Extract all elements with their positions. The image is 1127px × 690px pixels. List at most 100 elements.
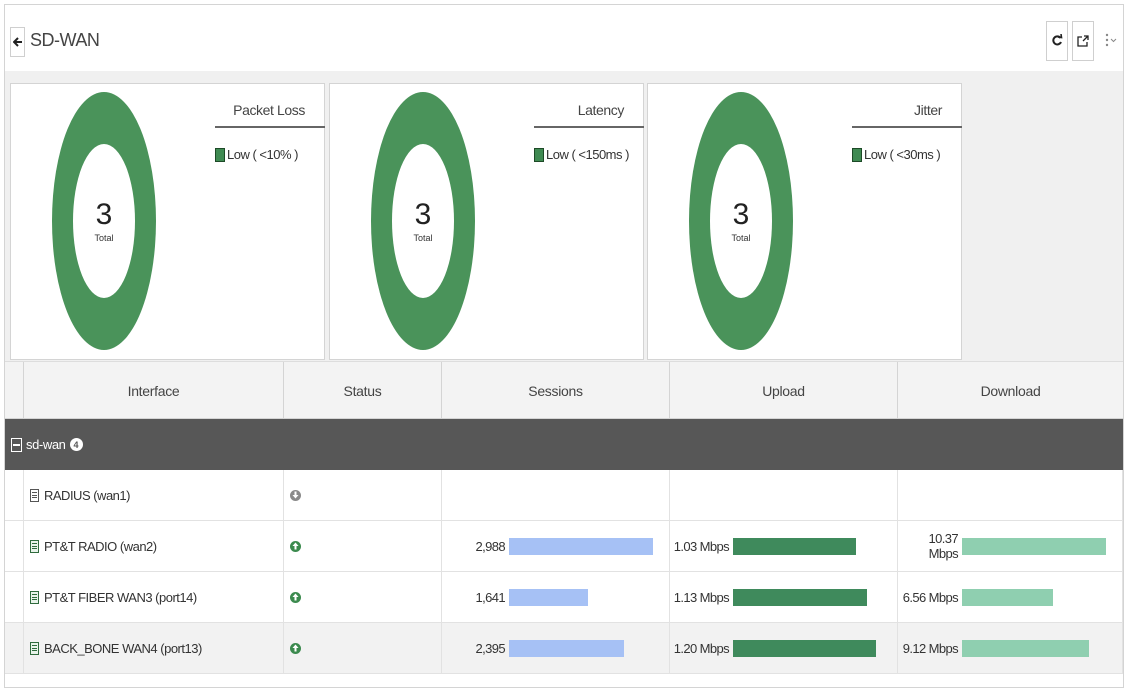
sessions-cell xyxy=(442,470,670,520)
group-count-badge: 4 xyxy=(69,438,83,451)
table-row[interactable]: PT&T RADIO (wan2) 2,988 1.03 Mbps 10.37 Mbp… xyxy=(5,521,1123,572)
interface-name[interactable]: RADIUS (wan1) xyxy=(44,487,130,503)
legend-item-low[interactable]: Low ( <10% ) xyxy=(215,147,298,162)
table-row[interactable]: BACK_BONE WAN4 (port13) 2,395 1.20 Mbps 9.1… xyxy=(5,623,1123,674)
row-select-cell xyxy=(5,623,24,673)
upload-cell: 1.03 Mbps xyxy=(670,521,898,571)
column-header-status[interactable]: Status xyxy=(284,362,442,420)
collapse-toggle[interactable] xyxy=(11,437,22,452)
interface-port-icon xyxy=(30,590,39,604)
group-label: sd-wan xyxy=(26,437,66,452)
download-value: 10.37 Mbps xyxy=(928,531,958,561)
interface-name[interactable]: BACK_BONE WAN4 (port13) xyxy=(44,640,202,656)
legend-swatch xyxy=(215,147,225,162)
status-up-icon xyxy=(290,540,301,552)
upload-value: 1.03 Mbps xyxy=(673,538,730,554)
interface-name[interactable]: PT&T FIBER WAN3 (port14) xyxy=(44,589,197,605)
total-count: 3 xyxy=(414,198,432,231)
row-select-cell xyxy=(5,572,24,622)
group-row-sd-wan[interactable]: sd-wan 4 xyxy=(5,419,1123,470)
upload-bar xyxy=(733,639,876,657)
widget-title: Latency xyxy=(534,102,644,128)
upload-cell: 1.20 Mbps xyxy=(670,623,898,673)
widget-title: Packet Loss xyxy=(215,102,325,128)
latency-widget: 3 Total Latency Low ( <150ms ) xyxy=(329,83,644,360)
download-cell: 6.56 Mbps xyxy=(898,572,1123,622)
download-value: 6.56 Mbps xyxy=(902,589,959,605)
sessions-bar xyxy=(509,639,624,657)
interface-name[interactable]: PT&T RADIO (wan2) xyxy=(44,538,157,554)
latency-donut xyxy=(371,92,475,350)
download-bar xyxy=(962,537,1106,555)
status-cell xyxy=(284,572,442,622)
sessions-cell: 2,988 xyxy=(442,521,670,571)
status-cell xyxy=(284,470,442,520)
total-count: 3 xyxy=(95,198,113,231)
download-cell: 9.12 Mbps xyxy=(898,623,1123,673)
jitter-widget: 3 Total Jitter Low ( <30ms ) xyxy=(647,83,962,360)
sessions-value: 2,988 xyxy=(475,538,505,554)
jitter-donut xyxy=(689,92,793,350)
status-down-icon xyxy=(290,489,301,501)
legend-item-low[interactable]: Low ( <150ms ) xyxy=(534,147,629,162)
interfaces-table: Interface Status Sessions Upload Downloa… xyxy=(5,361,1123,674)
packet-loss-widget: 3 Total Packet Loss Low ( <10% ) xyxy=(10,83,325,360)
column-header-upload[interactable]: Upload xyxy=(670,362,898,420)
table-row[interactable]: RADIUS (wan1) xyxy=(5,470,1123,521)
packet-loss-donut xyxy=(52,92,156,350)
sessions-cell: 1,641 xyxy=(442,572,670,622)
interface-port-icon xyxy=(30,641,39,655)
download-cell xyxy=(898,470,1123,520)
table-header: Interface Status Sessions Upload Downloa… xyxy=(5,361,1123,420)
more-options-icon xyxy=(1105,33,1117,47)
back-arrow-icon xyxy=(12,37,22,47)
legend-label: Low ( <10% ) xyxy=(227,147,298,162)
open-external-button[interactable] xyxy=(1072,21,1094,61)
legend-swatch xyxy=(534,147,544,162)
row-select-cell xyxy=(5,521,24,571)
donut-center: 3 Total xyxy=(51,90,157,352)
back-button[interactable] xyxy=(10,27,25,57)
external-link-icon xyxy=(1077,34,1089,47)
download-value: 9.12 Mbps xyxy=(902,640,959,656)
widget-title: Jitter xyxy=(852,102,962,128)
donut-center: 3 Total xyxy=(688,90,794,352)
sessions-bar xyxy=(509,537,653,555)
legend-label: Low ( <30ms ) xyxy=(864,147,941,162)
download-bar xyxy=(962,588,1053,606)
total-label: Total xyxy=(94,233,114,243)
row-select-cell xyxy=(5,470,24,520)
column-header-sessions[interactable]: Sessions xyxy=(442,362,670,420)
panel-header: SD-WAN xyxy=(5,5,1123,71)
more-options-button[interactable] xyxy=(1103,25,1117,55)
sd-wan-panel: SD-WAN xyxy=(4,4,1124,688)
sessions-bar xyxy=(509,588,588,606)
upload-value: 1.20 Mbps xyxy=(673,640,730,656)
table-row[interactable]: PT&T FIBER WAN3 (port14) 1,641 1.13 Mbps 6.… xyxy=(5,572,1123,623)
upload-bar xyxy=(733,588,867,606)
upload-value: 1.13 Mbps xyxy=(673,589,730,605)
download-bar xyxy=(962,639,1089,657)
legend-label: Low ( <150ms ) xyxy=(546,147,629,162)
page-title: SD-WAN xyxy=(30,30,100,50)
column-header-select xyxy=(5,362,24,420)
upload-cell xyxy=(670,470,898,520)
refresh-button[interactable] xyxy=(1046,21,1068,61)
column-header-interface[interactable]: Interface xyxy=(24,362,284,420)
sessions-value: 1,641 xyxy=(475,589,505,605)
interface-cell: PT&T RADIO (wan2) xyxy=(24,521,284,571)
legend-item-low[interactable]: Low ( <30ms ) xyxy=(852,147,941,162)
status-cell xyxy=(284,521,442,571)
collapse-icon xyxy=(13,443,20,446)
interface-port-icon xyxy=(30,488,39,502)
download-cell: 10.37 Mbps xyxy=(898,521,1123,571)
column-header-download[interactable]: Download xyxy=(980,383,1041,399)
upload-cell: 1.13 Mbps xyxy=(670,572,898,622)
total-count: 3 xyxy=(732,198,750,231)
sessions-cell: 2,395 xyxy=(442,623,670,673)
status-up-icon xyxy=(290,642,301,654)
donut-center: 3 Total xyxy=(370,90,476,352)
interface-cell: RADIUS (wan1) xyxy=(24,470,284,520)
sessions-value: 2,395 xyxy=(475,640,505,656)
upload-bar xyxy=(733,537,856,555)
